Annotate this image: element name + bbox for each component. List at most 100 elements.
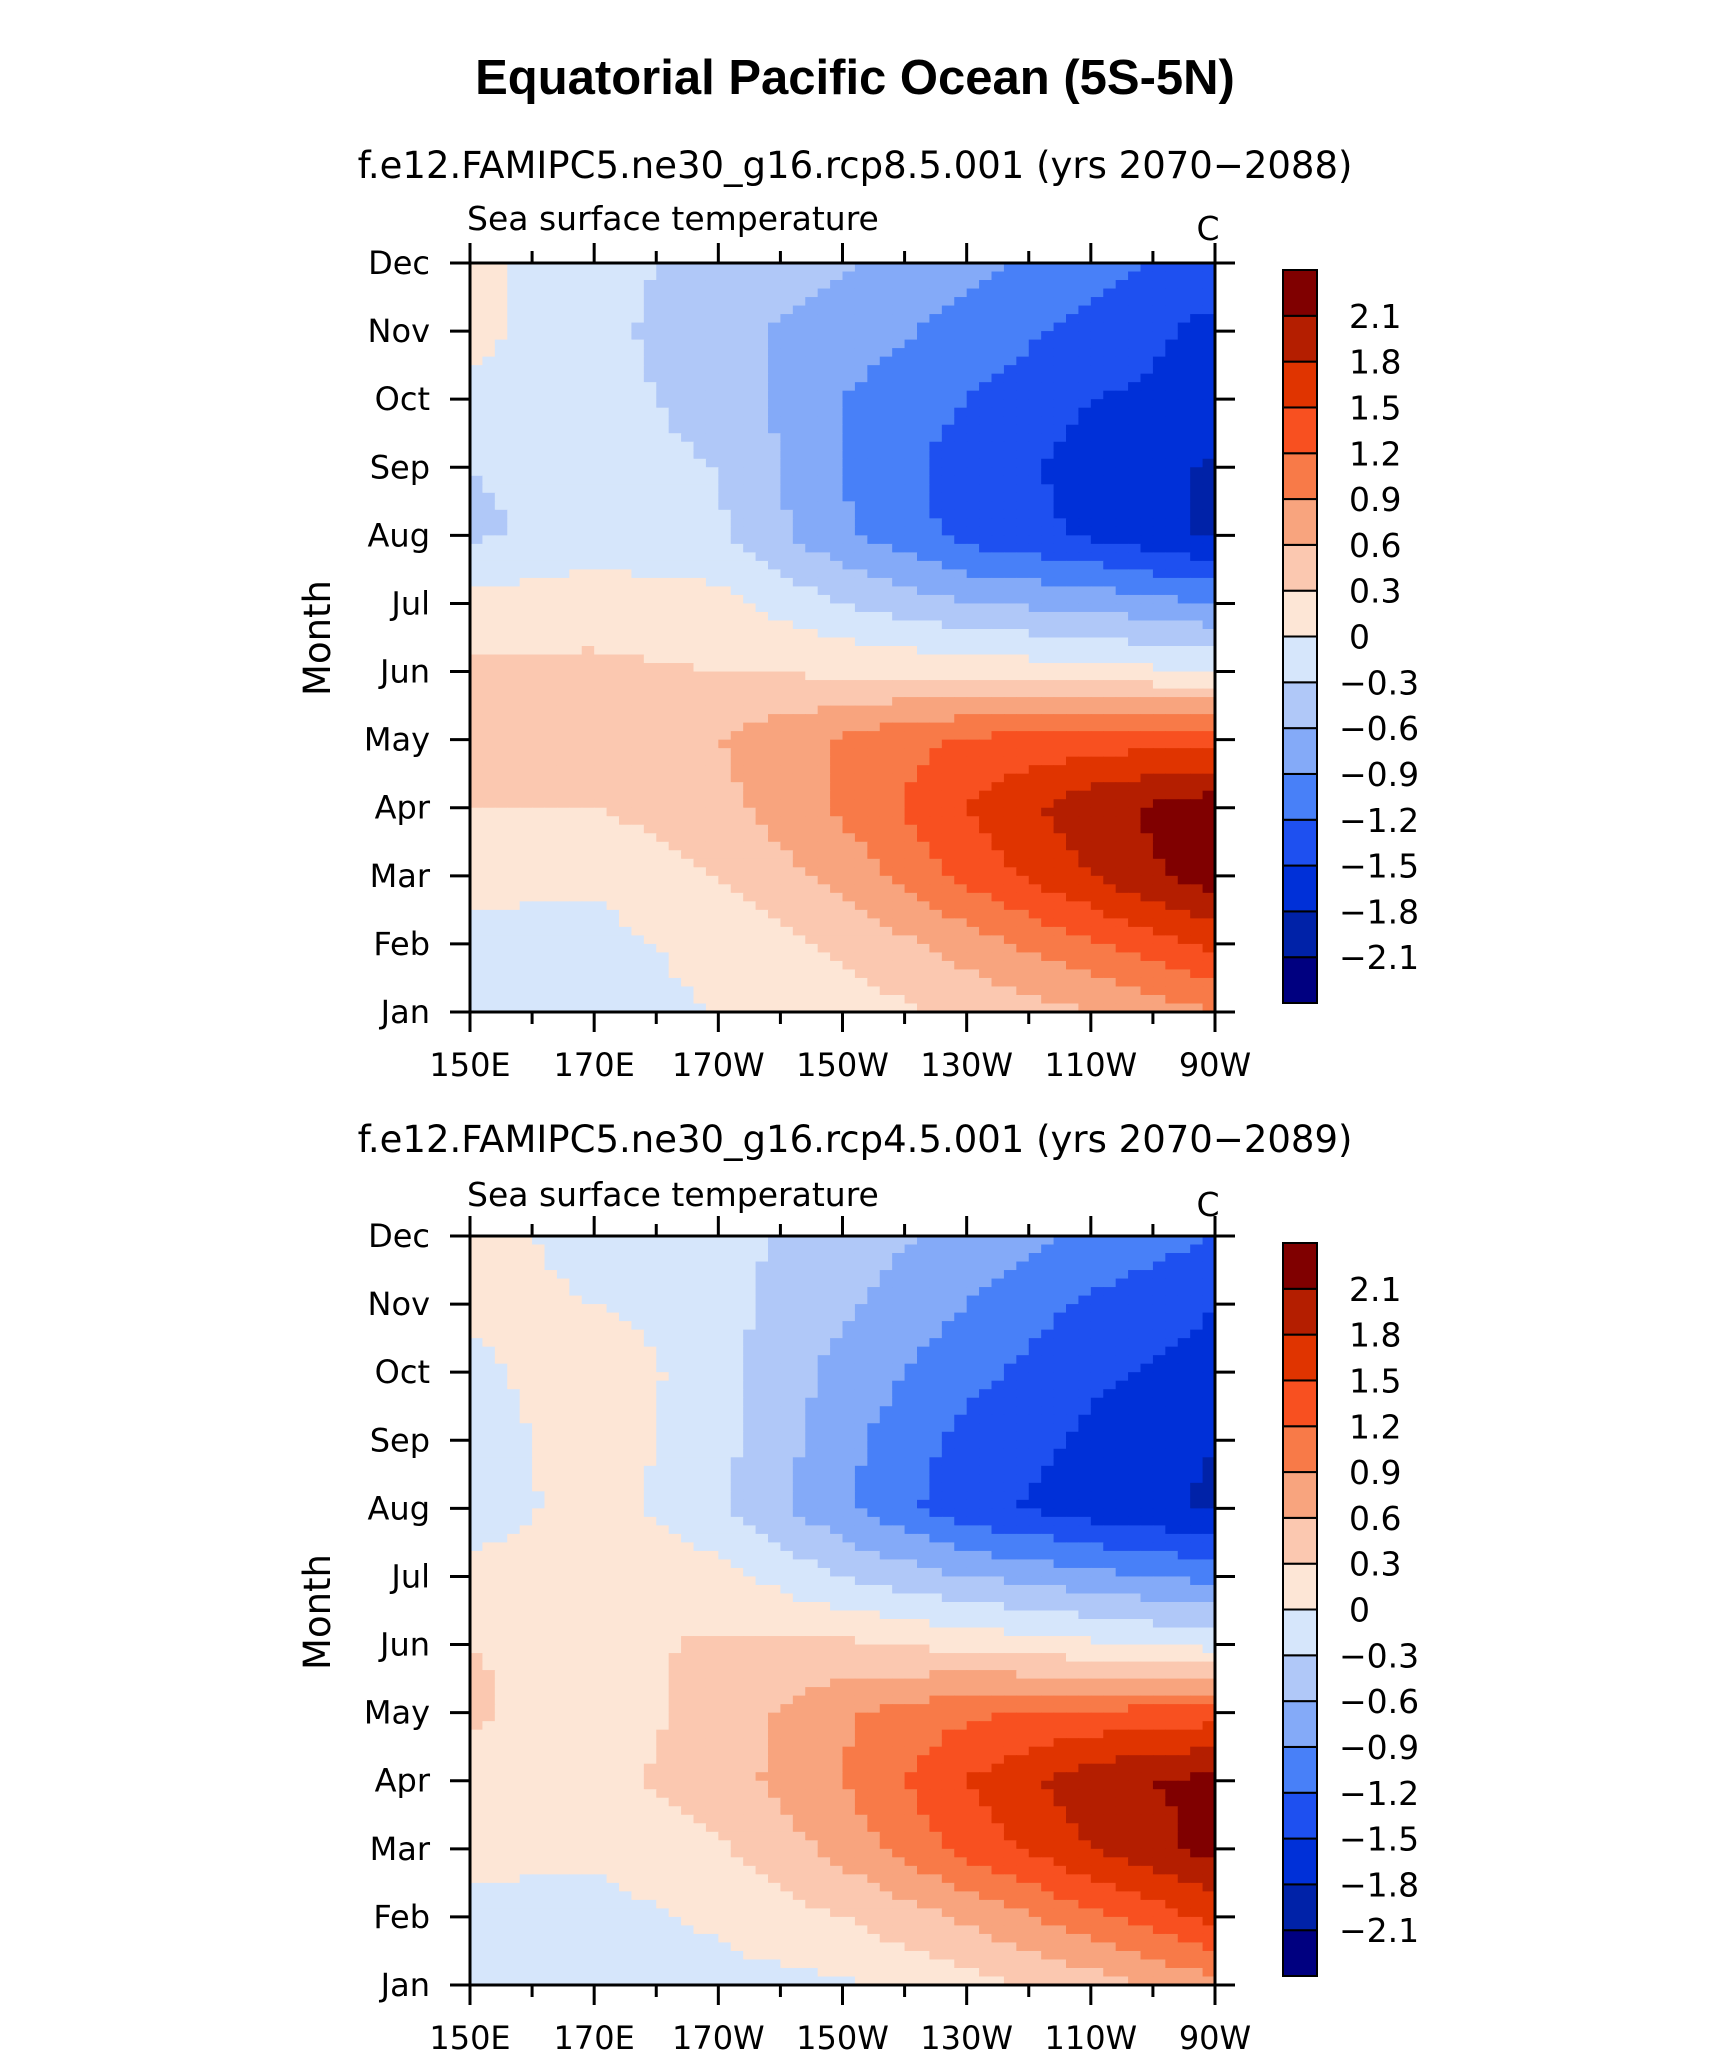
- contour-cell: [606, 390, 620, 400]
- contour-cell: [1140, 901, 1154, 911]
- contour-cell: [1140, 373, 1154, 383]
- contour-cell: [792, 569, 806, 579]
- contour-field: [470, 263, 1216, 1013]
- contour-cell: [730, 416, 744, 426]
- contour-cell: [991, 858, 1005, 868]
- contour-cell: [1115, 807, 1129, 817]
- contour-cell: [768, 280, 782, 290]
- contour-cell: [619, 875, 633, 885]
- contour-cell: [1041, 611, 1055, 622]
- contour-cell: [470, 586, 484, 596]
- contour-cell: [867, 331, 881, 341]
- contour-cell: [1028, 492, 1042, 502]
- contour-cell: [867, 688, 881, 698]
- contour-cell: [1190, 552, 1204, 562]
- contour-cell: [1003, 637, 1017, 647]
- contour-cell: [569, 799, 583, 809]
- contour-cell: [904, 280, 918, 290]
- contour-cell: [1078, 416, 1092, 426]
- contour-cell: [1202, 646, 1216, 656]
- contour-cell: [1177, 918, 1191, 928]
- contour-cell: [1152, 390, 1166, 400]
- contour-cell: [1202, 263, 1216, 273]
- contour-cell: [1090, 875, 1104, 885]
- contour-cell: [879, 926, 893, 936]
- contour-cell: [1078, 943, 1092, 954]
- contour-cell: [1152, 458, 1166, 468]
- contour-cell: [507, 339, 521, 349]
- contour-cell: [892, 475, 906, 485]
- contour-cell: [681, 458, 695, 468]
- contour-cell: [904, 348, 918, 358]
- contour-cell: [792, 680, 806, 690]
- contour-cell: [730, 348, 744, 358]
- contour-cell: [482, 416, 496, 426]
- contour-cell: [991, 935, 1005, 945]
- contour-cell: [954, 552, 968, 562]
- contour-cell: [991, 867, 1005, 877]
- contour-cell: [1090, 526, 1104, 536]
- contour-cell: [1028, 628, 1042, 639]
- contour-cell: [879, 594, 893, 605]
- contour-cell: [917, 858, 931, 868]
- contour-cell: [1066, 390, 1080, 400]
- contour-cell: [606, 611, 620, 622]
- contour-cell: [507, 484, 521, 494]
- contour-cell: [879, 816, 893, 826]
- contour-cell: [556, 773, 570, 783]
- contour-cell: [792, 782, 806, 792]
- contour-cell: [470, 773, 484, 783]
- contour-cell: [494, 637, 508, 647]
- contour-cell: [656, 484, 670, 494]
- contour-cell: [1103, 833, 1117, 843]
- contour-cell: [879, 365, 893, 375]
- contour-cell: [494, 526, 508, 536]
- contour-cell: [904, 390, 918, 400]
- contour-cell: [755, 646, 769, 656]
- contour-cell: [743, 467, 757, 477]
- contour-cell: [1190, 382, 1204, 392]
- contour-cell: [594, 646, 608, 656]
- contour-cell: [867, 782, 881, 792]
- contour-cell: [1066, 322, 1080, 332]
- contour-cell: [668, 288, 682, 298]
- contour-cell: [1128, 543, 1142, 553]
- contour-cell: [904, 875, 918, 885]
- contour-cell: [867, 790, 881, 800]
- contour-cell: [941, 697, 955, 707]
- contour-cell: [544, 722, 558, 732]
- contour-cell: [1090, 680, 1104, 690]
- contour-cell: [718, 603, 732, 613]
- panel-1-ylabel: Month: [296, 580, 339, 696]
- contour-cell: [482, 518, 496, 528]
- contour-cell: [1028, 875, 1042, 885]
- contour-cell: [668, 399, 682, 409]
- contour-cell: [991, 824, 1005, 834]
- contour-cell: [656, 739, 670, 749]
- contour-cell: [519, 799, 533, 809]
- contour-cell: [917, 952, 931, 962]
- contour-cell: [507, 620, 521, 630]
- contour-cell: [780, 501, 794, 511]
- contour-cell: [1078, 441, 1092, 451]
- contour-cell: [482, 314, 496, 324]
- contour-cell: [941, 807, 955, 817]
- contour-cell: [718, 577, 732, 588]
- contour-cell: [1165, 416, 1179, 426]
- contour-cell: [879, 416, 893, 426]
- contour-cell: [1041, 875, 1055, 885]
- contour-cell: [1165, 833, 1179, 843]
- contour-cell: [569, 671, 583, 681]
- contour-cell: [619, 663, 633, 673]
- contour-cell: [805, 407, 819, 417]
- contour-cell: [830, 943, 844, 954]
- contour-cell: [1090, 271, 1104, 281]
- contour-cell: [867, 577, 881, 588]
- contour-cell: [768, 850, 782, 860]
- contour-cell: [954, 875, 968, 885]
- contour-cell: [917, 552, 931, 562]
- contour-cell: [1003, 390, 1017, 400]
- contour-cell: [1078, 594, 1092, 605]
- contour-cell: [1177, 892, 1191, 902]
- contour-cell: [1152, 765, 1166, 775]
